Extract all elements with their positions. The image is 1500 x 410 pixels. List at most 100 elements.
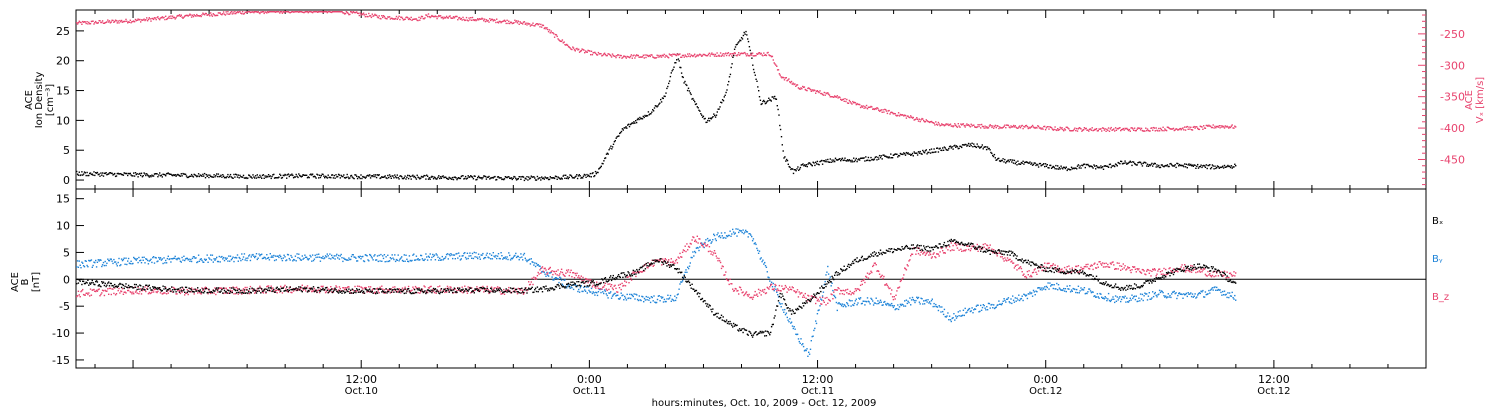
by-point xyxy=(89,260,91,262)
vx-point xyxy=(567,45,570,48)
by-point xyxy=(492,252,494,254)
vx-point xyxy=(528,23,531,25)
density-point xyxy=(635,121,638,124)
density-point xyxy=(166,172,169,175)
by-point xyxy=(386,260,388,263)
vx-point xyxy=(591,54,594,56)
vx-point xyxy=(993,127,995,129)
vx-point xyxy=(685,55,687,57)
by-point xyxy=(946,315,948,317)
density-point xyxy=(1094,165,1096,167)
vx-point xyxy=(1158,130,1161,132)
vx-point xyxy=(1201,126,1203,128)
by-point xyxy=(247,257,249,259)
by-point xyxy=(745,231,748,233)
bz-point xyxy=(437,286,439,288)
density-point xyxy=(549,176,551,178)
by-point xyxy=(1127,301,1130,303)
by-point xyxy=(447,258,449,260)
velocity-tick-label: -300 xyxy=(1440,59,1465,72)
bz-point xyxy=(483,291,485,293)
by-point xyxy=(1081,289,1083,291)
by-point xyxy=(166,257,169,260)
vx-point xyxy=(524,23,526,25)
density-point xyxy=(830,161,832,163)
bz-point xyxy=(97,288,99,291)
density-point xyxy=(620,130,623,133)
by-point xyxy=(829,276,831,278)
bz-point xyxy=(299,288,301,290)
vx-point xyxy=(127,22,129,24)
density-point xyxy=(324,177,326,179)
by-point xyxy=(1069,285,1071,287)
density-point xyxy=(182,172,184,175)
density-point xyxy=(1058,166,1061,169)
vx-point xyxy=(289,12,291,14)
vx-point xyxy=(859,103,861,106)
vx-point xyxy=(319,11,322,13)
vx-point xyxy=(711,52,713,54)
bz-point xyxy=(578,275,580,277)
bz-point xyxy=(108,287,111,290)
by-point xyxy=(1024,294,1026,296)
density-point xyxy=(685,83,687,86)
density-point xyxy=(825,159,827,161)
density-point xyxy=(831,159,833,161)
vx-point xyxy=(254,11,257,13)
vx-point xyxy=(667,56,669,58)
by-point xyxy=(222,258,224,260)
bz-point xyxy=(315,290,317,292)
by-point xyxy=(574,284,576,286)
by-point xyxy=(751,240,754,242)
vx-point xyxy=(898,115,901,117)
bz-point xyxy=(517,287,519,290)
by-point xyxy=(613,293,615,295)
vx-point xyxy=(511,22,513,25)
density-point xyxy=(1084,166,1086,169)
by-point xyxy=(859,297,862,299)
density-point xyxy=(813,162,815,164)
density-point xyxy=(202,173,204,176)
bz-point xyxy=(551,270,553,272)
by-point xyxy=(545,275,547,277)
bz-point xyxy=(305,290,307,292)
bz-point xyxy=(632,271,634,273)
vx-point xyxy=(880,109,882,111)
bz-point xyxy=(82,288,84,291)
by-point xyxy=(1123,297,1125,299)
by-point xyxy=(1054,288,1056,290)
by-point xyxy=(1070,289,1073,291)
by-point xyxy=(1022,299,1024,302)
by-point xyxy=(1198,292,1201,294)
by-point xyxy=(284,256,286,258)
by-point xyxy=(363,260,366,263)
density-point xyxy=(789,166,791,169)
by-point xyxy=(942,310,944,313)
density-point xyxy=(1130,161,1132,163)
by-point xyxy=(1019,298,1022,300)
density-point xyxy=(962,144,965,146)
by-point xyxy=(276,255,278,257)
density-point xyxy=(576,177,579,180)
vx-point xyxy=(756,53,758,55)
by-point xyxy=(758,250,761,252)
bz-point xyxy=(363,287,366,289)
by-point xyxy=(738,231,740,234)
bz-point xyxy=(674,262,676,264)
density-point xyxy=(76,170,78,173)
by-point xyxy=(113,258,115,261)
vx-point xyxy=(510,21,513,24)
by-point xyxy=(776,291,778,293)
by-point xyxy=(789,318,791,320)
bz-point xyxy=(547,272,549,274)
density-point xyxy=(337,173,340,176)
density-point xyxy=(101,172,104,174)
bz-point xyxy=(604,282,607,284)
density-point xyxy=(413,175,416,178)
density-point xyxy=(1117,161,1119,164)
vx-point xyxy=(1216,125,1218,128)
vx-point xyxy=(1035,126,1037,129)
density-point xyxy=(774,98,777,100)
by-point xyxy=(1200,290,1202,292)
vx-point xyxy=(1137,127,1139,129)
